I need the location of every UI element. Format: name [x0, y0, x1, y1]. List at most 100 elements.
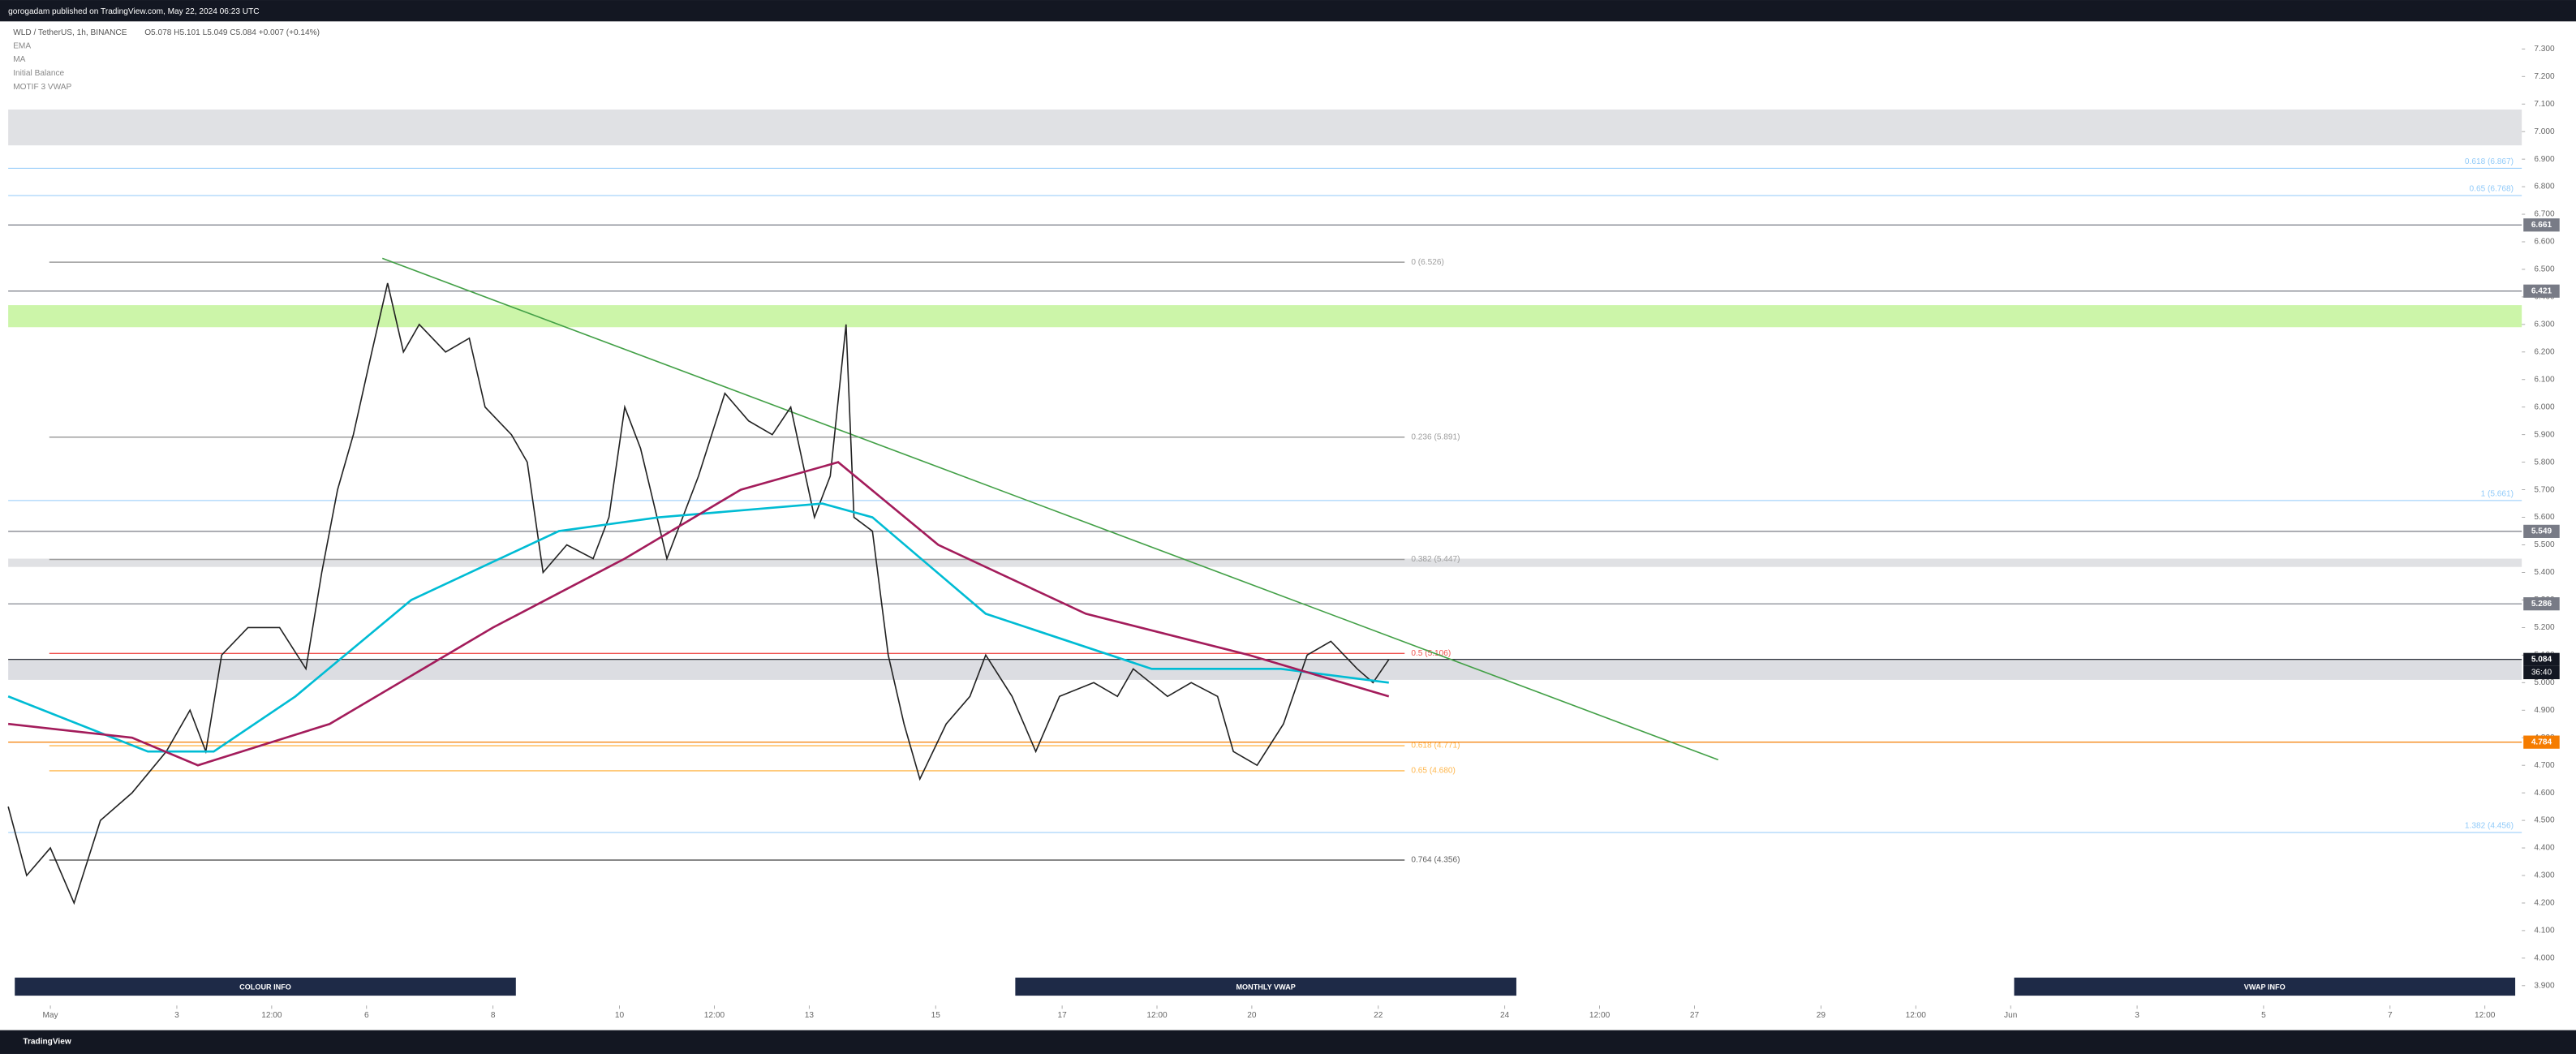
- y-tick-label: 4.600: [2534, 789, 2555, 798]
- y-tick-label: 7.000: [2534, 127, 2555, 136]
- extension-label: 0.618 (6.867): [2465, 157, 2514, 166]
- y-tick-label: 6.500: [2534, 265, 2555, 274]
- y-tick-label: 6.000: [2534, 402, 2555, 411]
- fib-label: 0.618 (4.771): [1411, 742, 1460, 751]
- x-tick-label: 24: [1500, 1011, 1510, 1020]
- level-tag: [2523, 284, 2560, 298]
- y-tick-label: 6.300: [2534, 321, 2555, 329]
- level-tag: [2523, 524, 2560, 538]
- level-tag: [2523, 218, 2560, 232]
- x-tick-label: 10: [615, 1011, 625, 1020]
- footer-brand: TradingView: [23, 1037, 71, 1046]
- x-tick-label: 12:00: [1589, 1011, 1611, 1020]
- level-tag-label: 4.784: [2531, 738, 2552, 746]
- x-tick-label: May: [43, 1011, 59, 1020]
- level-tag-label: 5.286: [2531, 600, 2552, 609]
- level-tag: [2523, 735, 2560, 749]
- x-tick-label: 15: [931, 1011, 941, 1020]
- x-tick-label: 7: [2388, 1011, 2393, 1020]
- info-box: [1015, 977, 1516, 996]
- info-box-label: MONTHLY VWAP: [1236, 983, 1295, 991]
- info-box: [15, 977, 516, 996]
- x-tick-label: 12:00: [1906, 1011, 1927, 1020]
- extension-label: 1.382 (4.456): [2465, 822, 2514, 831]
- fib-label: 0.236 (5.891): [1411, 432, 1460, 441]
- indicator-label: MOTIF 3 VWAP: [13, 83, 71, 92]
- x-tick-label: 12:00: [704, 1011, 725, 1020]
- price-line: [7, 282, 1390, 906]
- y-tick-label: 6.700: [2534, 210, 2555, 219]
- level-tag-label: 5.549: [2531, 527, 2552, 536]
- x-tick-label: 29: [1817, 1011, 1826, 1020]
- price-line: [7, 502, 1389, 753]
- x-tick-label: 13: [805, 1011, 815, 1020]
- countdown-tag: [2523, 665, 2560, 680]
- x-tick-label: 22: [1374, 1011, 1383, 1020]
- y-tick-label: 4.700: [2534, 761, 2555, 770]
- y-tick-label: 5.900: [2534, 430, 2555, 439]
- y-tick-label: 7.100: [2534, 100, 2555, 109]
- top-bar: [0, 0, 2576, 22]
- x-tick-label: 5: [2261, 1011, 2266, 1020]
- y-tick-label: 6.100: [2534, 375, 2555, 384]
- level-tag-label: 6.421: [2531, 286, 2552, 295]
- y-tick-label: 6.800: [2534, 183, 2555, 191]
- x-tick-label: 20: [1247, 1011, 1257, 1020]
- info-box: [2014, 977, 2516, 996]
- chart-title: WLD / TetherUS, 1h, BINANCE: [13, 28, 127, 37]
- zone: [8, 305, 2522, 328]
- y-tick-label: 5.400: [2534, 568, 2555, 577]
- y-tick-label: 5.700: [2534, 485, 2555, 494]
- publisher: gorogadam published on TradingView.com, …: [8, 7, 259, 16]
- countdown: 36:40: [2531, 669, 2552, 678]
- x-tick-label: 27: [1690, 1011, 1700, 1020]
- x-tick-label: 17: [1057, 1011, 1067, 1020]
- x-tick-label: 8: [491, 1011, 496, 1020]
- y-tick-label: 5.200: [2534, 623, 2555, 632]
- y-tick-label: 6.900: [2534, 155, 2555, 164]
- y-tick-label: 5.000: [2534, 678, 2555, 687]
- y-tick-label: 5.800: [2534, 458, 2555, 467]
- y-tick-label: 5.600: [2534, 513, 2555, 522]
- x-tick-label: 12:00: [261, 1011, 282, 1020]
- fib-label: 0.764 (4.356): [1411, 856, 1460, 865]
- fib-label: 0.5 (5.106): [1411, 649, 1451, 658]
- y-tick-label: 4.400: [2534, 844, 2555, 853]
- y-tick-label: 4.500: [2534, 816, 2555, 825]
- bottom-bar: [0, 1030, 2576, 1054]
- info-box-label: VWAP INFO: [2244, 983, 2286, 991]
- y-tick-label: 4.200: [2534, 899, 2555, 908]
- x-tick-label: Jun: [2004, 1011, 2017, 1020]
- fib-label: 0.65 (4.680): [1411, 767, 1456, 776]
- y-tick-label: 4.100: [2534, 927, 2555, 936]
- y-tick-label: 4.900: [2534, 706, 2555, 715]
- zone: [8, 660, 2522, 680]
- indicator-label: MA: [13, 55, 25, 64]
- y-tick-label: 6.600: [2534, 238, 2555, 247]
- y-tick-label: 7.300: [2534, 45, 2555, 54]
- y-tick-label: 7.200: [2534, 72, 2555, 81]
- x-tick-label: 12:00: [2475, 1011, 2496, 1020]
- x-tick-label: 6: [364, 1011, 369, 1020]
- y-tick-label: 4.300: [2534, 871, 2555, 880]
- zone: [8, 110, 2522, 146]
- ohlc: O5.078 H5.101 L5.049 C5.084 +0.007 (+0.1…: [144, 28, 320, 37]
- indicator-label: EMA: [13, 41, 31, 50]
- y-tick-label: 4.000: [2534, 954, 2555, 963]
- y-tick-label: 5.500: [2534, 540, 2555, 549]
- x-tick-label: 12:00: [1146, 1011, 1168, 1020]
- info-box-label: COLOUR INFO: [239, 983, 291, 991]
- level-tag: [2523, 597, 2560, 611]
- x-tick-label: 3: [174, 1011, 179, 1020]
- level-tag: [2523, 652, 2560, 666]
- trendline: [381, 257, 1718, 761]
- indicator-label: Initial Balance: [13, 69, 64, 78]
- y-tick-label: 3.900: [2534, 981, 2555, 990]
- price-line: [7, 461, 1390, 767]
- level-tag-label: 6.661: [2531, 221, 2552, 230]
- zone: [8, 558, 2522, 567]
- y-tick-label: 6.200: [2534, 347, 2555, 356]
- extension-label: 1 (5.661): [2481, 489, 2514, 498]
